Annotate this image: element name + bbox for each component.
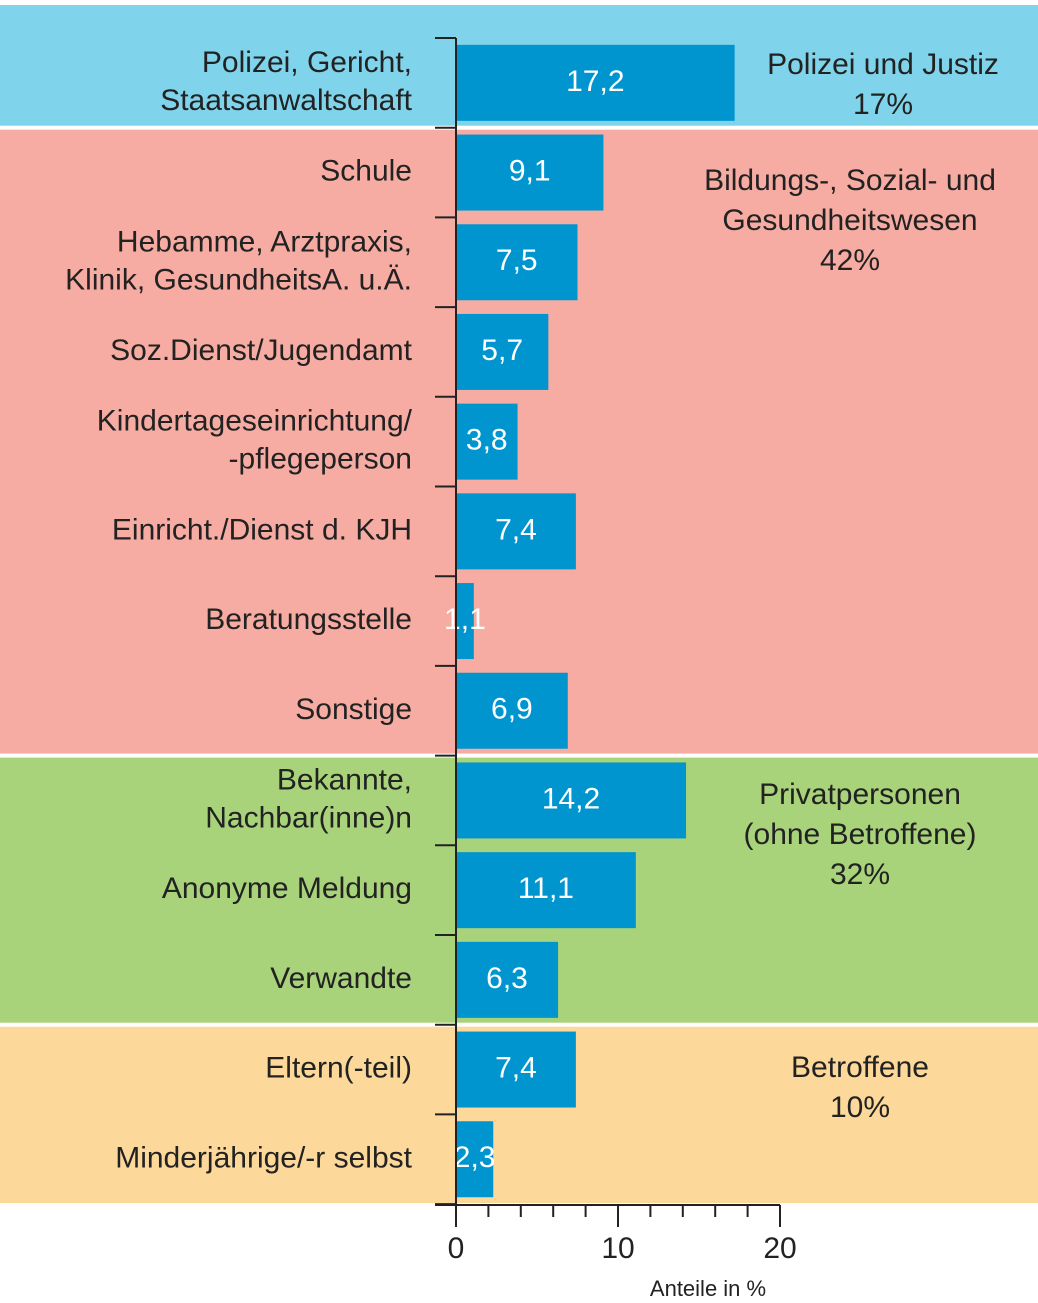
value-label: 14,2 [542, 782, 600, 815]
group-name: Polizei und Justiz [767, 48, 999, 81]
value-label: 1,1 [444, 603, 486, 636]
group-name: Bildungs-, Sozial- und Gesundheitswesen [704, 164, 996, 237]
group-name-line: Polizei und Justiz [767, 48, 999, 81]
value-label: 6,9 [491, 693, 533, 726]
bar [456, 852, 636, 929]
category-label: Eltern(-teil) [265, 1051, 412, 1084]
group-share: 42% [820, 244, 880, 277]
bar [456, 403, 518, 480]
bar [456, 941, 559, 1018]
category-label: Verwandte [270, 962, 412, 995]
category-label: Sonstige [295, 693, 412, 726]
value-label: 7,4 [495, 513, 537, 546]
group-share: 17% [853, 88, 913, 121]
value-label: 9,1 [509, 154, 551, 187]
category-label-line: Anonyme Meldung [162, 872, 412, 905]
category-label: Minderjährige/-r selbst [115, 1141, 412, 1174]
x-tick-label: 0 [448, 1232, 465, 1265]
category-label: Bekannte, Nachbar(inne)n [205, 763, 412, 834]
category-label-line: Sonstige [295, 693, 412, 726]
bar [456, 493, 576, 570]
value-label: 2,3 [454, 1141, 496, 1174]
bar [456, 762, 687, 839]
category-label-line: Verwandte [270, 962, 412, 995]
bar [456, 1121, 494, 1198]
category-label-line: Beratungsstelle [205, 603, 412, 636]
value-label: 3,8 [466, 424, 508, 457]
value-label: 6,3 [486, 962, 528, 995]
value-label: 7,4 [495, 1051, 537, 1084]
bar [456, 44, 735, 121]
category-label: Soz.Dienst/Jugendamt [110, 334, 412, 367]
bar [456, 1031, 576, 1108]
value-label: 17,2 [566, 65, 624, 98]
category-label-line: Staatsanwaltschaft [160, 84, 412, 117]
group-name: Privatpersonen (ohne Betroffene) [744, 778, 977, 851]
category-label-line: Bekannte, [277, 763, 412, 796]
category-label-line: Hebamme, Arztpraxis, [117, 225, 412, 258]
category-label-line: Eltern(-teil) [265, 1051, 412, 1084]
bar [456, 224, 578, 301]
bar [456, 313, 549, 390]
value-label: 11,1 [518, 872, 574, 905]
value-label: 5,7 [481, 334, 523, 367]
group-share: 32% [830, 858, 890, 891]
category-label-line: Soz.Dienst/Jugendamt [110, 334, 412, 367]
category-label: Kindertageseinrichtung/ -pflegeperson [97, 405, 413, 476]
category-label-line: Einricht./Dienst d. KJH [112, 513, 412, 546]
group-name-line: Gesundheitswesen [722, 204, 977, 237]
x-tick-label: 20 [763, 1232, 796, 1265]
category-label-line: Minderjährige/-r selbst [115, 1141, 412, 1174]
category-label: Beratungsstelle [205, 603, 412, 636]
bar [456, 583, 474, 660]
category-label: Schule [320, 154, 412, 187]
group-name-line: Privatpersonen [759, 778, 961, 811]
category-label-line: Kindertageseinrichtung/ [97, 405, 413, 438]
bar [456, 672, 568, 749]
category-label: Polizei, Gericht, Staatsanwaltschaft [160, 46, 412, 117]
group-name-line: (ohne Betroffene) [744, 818, 977, 851]
group-name-line: Bildungs-, Sozial- und [704, 164, 996, 197]
category-label-line: -pflegeperson [229, 443, 412, 476]
value-label: 7,5 [496, 244, 538, 277]
category-label-line: Nachbar(inne)n [205, 801, 412, 834]
category-label: Einricht./Dienst d. KJH [112, 513, 412, 546]
bar [456, 134, 604, 211]
category-label-line: Polizei, Gericht, [202, 46, 412, 79]
category-label: Anonyme Meldung [162, 872, 412, 905]
x-tick-label: 10 [601, 1232, 634, 1265]
group-name: Betroffene [791, 1051, 929, 1084]
category-label-line: Schule [320, 154, 412, 187]
x-axis-label: Anteile in % [650, 1276, 766, 1301]
category-label-line: Klinik, GesundheitsA. u.Ä. [65, 263, 412, 296]
group-share: 10% [830, 1091, 890, 1124]
group-name-line: Betroffene [791, 1051, 929, 1084]
category-label: Hebamme, Arztpraxis, Klinik, GesundheitsA… [65, 225, 412, 296]
